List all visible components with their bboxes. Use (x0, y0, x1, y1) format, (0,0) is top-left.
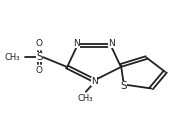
Text: O: O (36, 66, 43, 75)
Text: N: N (73, 39, 80, 48)
Text: O: O (36, 39, 43, 48)
Text: N: N (91, 77, 97, 86)
Text: N: N (108, 39, 115, 48)
Text: CH₃: CH₃ (4, 53, 20, 62)
Text: S: S (36, 52, 43, 62)
Text: S: S (120, 81, 127, 91)
Text: CH₃: CH₃ (77, 94, 93, 103)
